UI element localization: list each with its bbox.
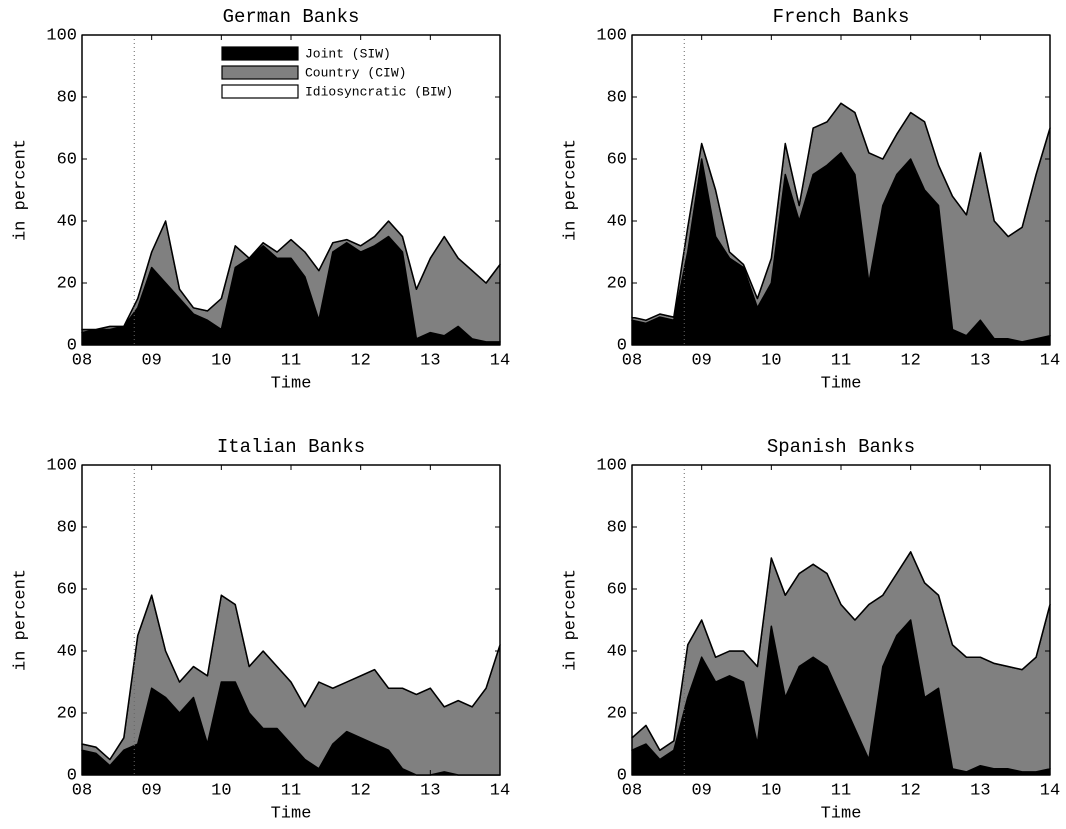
y-axis-label: in percent — [561, 569, 580, 671]
x-axis-label: Time — [271, 374, 312, 393]
x-tick-label: 11 — [831, 351, 851, 370]
chart-title: French Banks — [773, 6, 910, 28]
y-tick-label: 0 — [67, 766, 77, 785]
legend-swatch — [221, 46, 299, 61]
y-tick-label: 80 — [57, 518, 77, 537]
y-tick-label: 0 — [617, 336, 627, 355]
y-axis-label: in percent — [11, 569, 30, 671]
x-tick-label: 10 — [761, 351, 781, 370]
x-tick-label: 08 — [72, 781, 92, 800]
x-tick-label: 11 — [831, 781, 851, 800]
y-tick-label: 40 — [607, 642, 627, 661]
x-tick-label: 12 — [900, 351, 920, 370]
x-tick-label: 12 — [350, 781, 370, 800]
x-axis-label: Time — [821, 374, 862, 393]
legend-label: Country (CIW) — [305, 65, 406, 80]
y-tick-label: 60 — [607, 150, 627, 169]
y-tick-label: 60 — [57, 580, 77, 599]
y-tick-label: 80 — [607, 88, 627, 107]
x-tick-label: 11 — [281, 781, 301, 800]
y-tick-label: 60 — [57, 150, 77, 169]
x-tick-label: 11 — [281, 351, 301, 370]
legend-label: Idiosyncratic (BIW) — [305, 84, 453, 99]
x-tick-label: 08 — [622, 781, 642, 800]
x-tick-label: 09 — [141, 351, 161, 370]
x-tick-label: 12 — [900, 781, 920, 800]
chart-title: Italian Banks — [217, 436, 365, 458]
x-tick-label: 09 — [691, 781, 711, 800]
x-axis-label: Time — [821, 804, 862, 823]
x-axis-label: Time — [271, 804, 312, 823]
x-tick-label: 14 — [490, 781, 510, 800]
x-tick-label: 13 — [970, 781, 990, 800]
x-tick-label: 13 — [420, 351, 440, 370]
x-tick-label: 12 — [350, 351, 370, 370]
y-tick-label: 60 — [607, 580, 627, 599]
x-tick-label: 09 — [141, 781, 161, 800]
y-tick-label: 40 — [607, 212, 627, 231]
y-tick-label: 20 — [57, 274, 77, 293]
y-tick-label: 100 — [46, 26, 77, 45]
y-tick-label: 0 — [617, 766, 627, 785]
x-tick-label: 08 — [72, 351, 92, 370]
x-tick-label: 13 — [420, 781, 440, 800]
chart-title: German Banks — [223, 6, 360, 28]
x-tick-label: 08 — [622, 351, 642, 370]
y-tick-label: 100 — [596, 26, 627, 45]
y-tick-label: 20 — [607, 704, 627, 723]
chart-title: Spanish Banks — [767, 436, 915, 458]
legend-swatch — [221, 65, 299, 80]
y-tick-label: 80 — [607, 518, 627, 537]
y-tick-label: 40 — [57, 212, 77, 231]
y-axis-label: in percent — [561, 139, 580, 241]
y-tick-label: 100 — [46, 456, 77, 475]
legend-swatch — [221, 84, 299, 99]
x-tick-label: 10 — [761, 781, 781, 800]
y-axis-label: in percent — [11, 139, 30, 241]
y-tick-label: 100 — [596, 456, 627, 475]
x-tick-label: 10 — [211, 781, 231, 800]
x-tick-label: 14 — [490, 351, 510, 370]
x-tick-label: 13 — [970, 351, 990, 370]
y-tick-label: 20 — [57, 704, 77, 723]
y-tick-label: 0 — [67, 336, 77, 355]
legend-label: Joint (SIW) — [305, 46, 391, 61]
x-tick-label: 14 — [1040, 781, 1060, 800]
y-tick-label: 80 — [57, 88, 77, 107]
y-tick-label: 40 — [57, 642, 77, 661]
y-tick-label: 20 — [607, 274, 627, 293]
x-tick-label: 10 — [211, 351, 231, 370]
x-tick-label: 14 — [1040, 351, 1060, 370]
x-tick-label: 09 — [691, 351, 711, 370]
